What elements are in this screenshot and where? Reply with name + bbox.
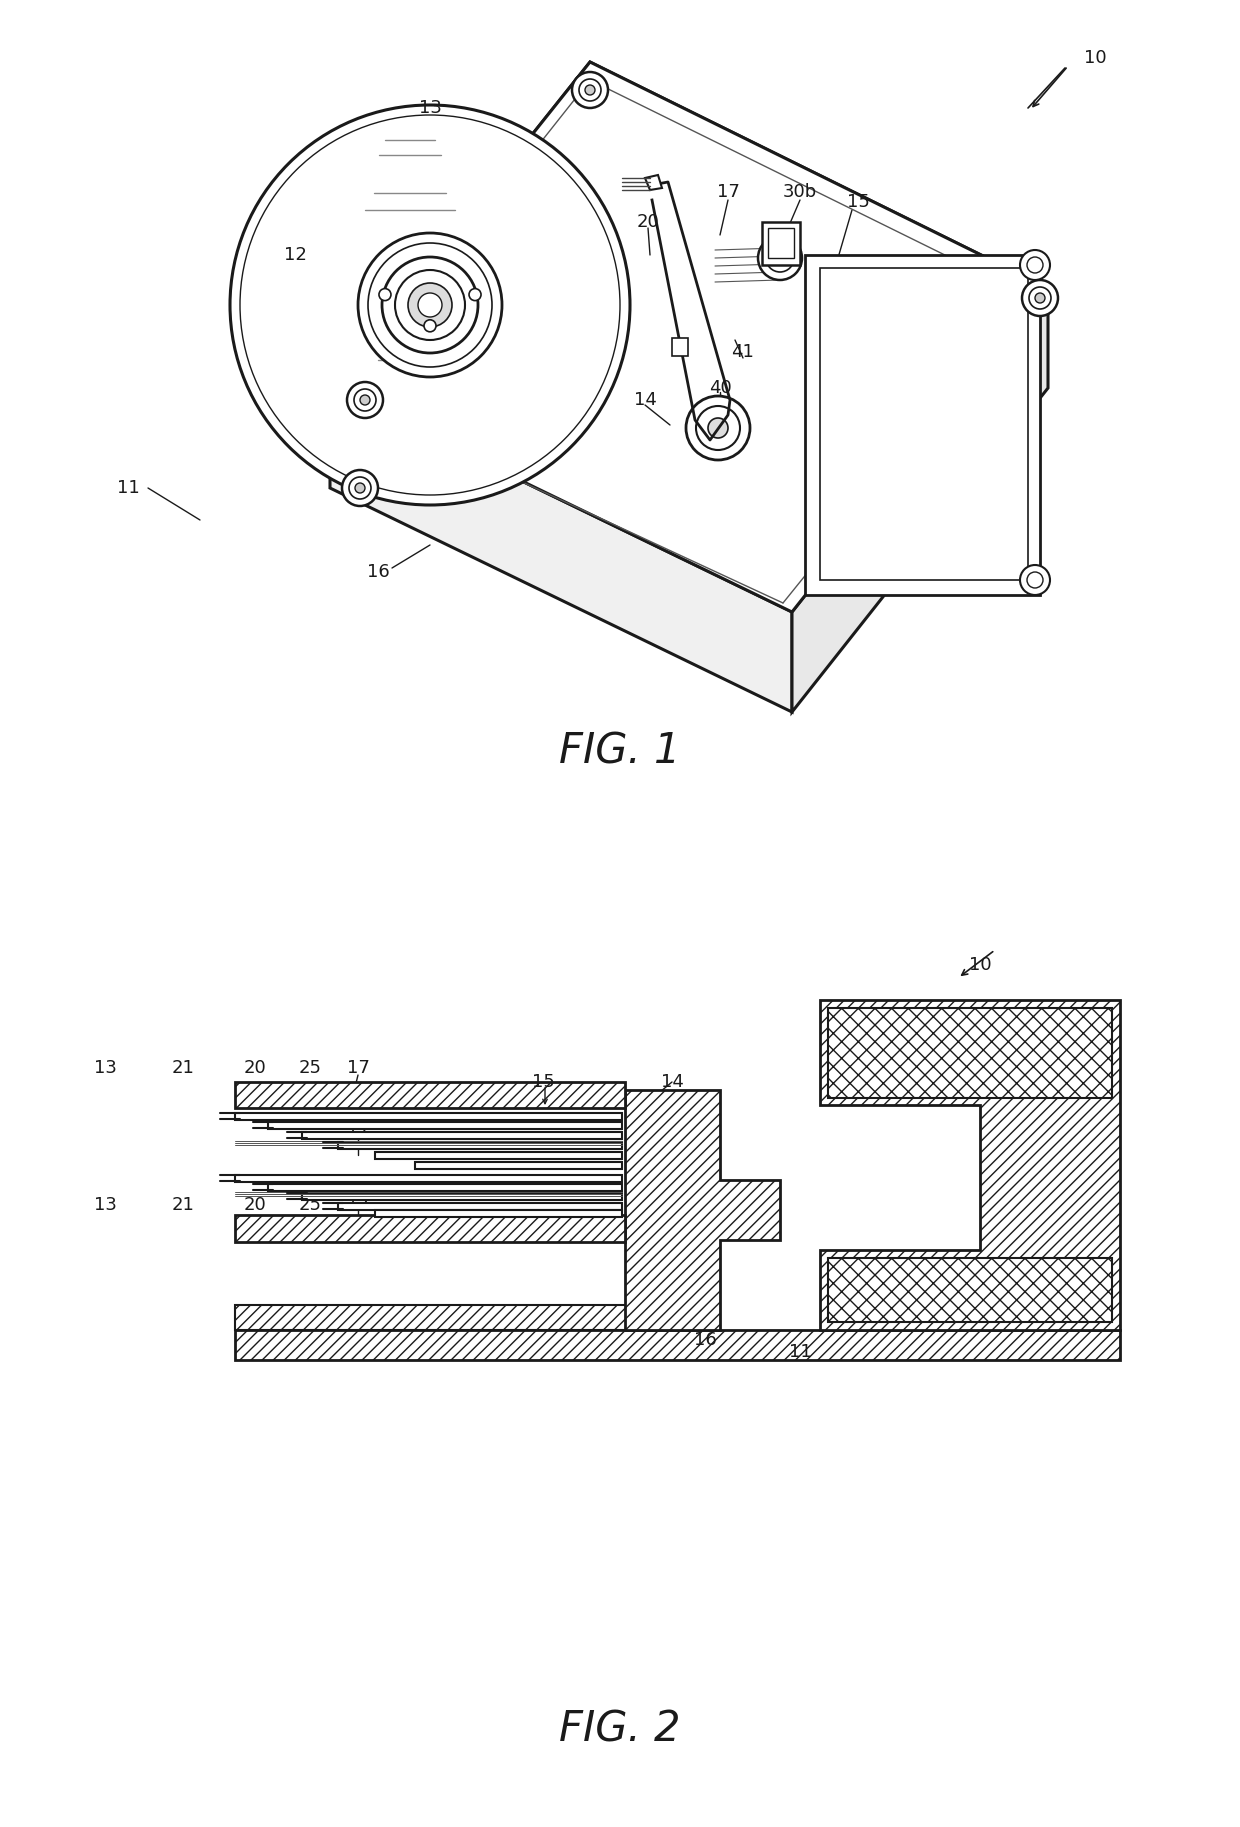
Circle shape (355, 482, 365, 493)
Circle shape (353, 389, 376, 411)
Circle shape (1029, 287, 1052, 309)
Polygon shape (645, 175, 662, 190)
Polygon shape (672, 338, 688, 356)
Polygon shape (820, 999, 1120, 1330)
Polygon shape (805, 256, 1040, 596)
Text: 21: 21 (171, 1197, 195, 1213)
Text: 17: 17 (346, 1060, 370, 1076)
Text: FIG. 1: FIG. 1 (559, 731, 681, 773)
Polygon shape (374, 1209, 622, 1217)
Text: 21: 21 (171, 1060, 195, 1076)
Text: 17: 17 (717, 183, 739, 201)
Text: 20: 20 (243, 1060, 267, 1076)
Circle shape (579, 79, 601, 100)
Circle shape (347, 382, 383, 418)
Text: 13: 13 (93, 1060, 117, 1076)
Text: 10: 10 (1084, 49, 1106, 68)
Polygon shape (828, 1259, 1112, 1323)
Circle shape (1027, 572, 1043, 588)
Circle shape (572, 71, 608, 108)
Circle shape (1021, 250, 1050, 280)
Circle shape (708, 418, 728, 438)
Polygon shape (236, 1082, 625, 1107)
Text: 13: 13 (93, 1197, 117, 1213)
Polygon shape (236, 1304, 640, 1330)
Text: 20: 20 (636, 214, 660, 230)
Text: 14: 14 (661, 1072, 683, 1091)
Text: FIG. 2: FIG. 2 (559, 1708, 681, 1750)
Polygon shape (792, 289, 1048, 713)
Text: 17: 17 (346, 1122, 370, 1138)
Polygon shape (303, 1133, 622, 1138)
Circle shape (696, 406, 740, 449)
Circle shape (774, 252, 786, 263)
Circle shape (758, 236, 802, 280)
Circle shape (348, 477, 371, 499)
Text: 40: 40 (708, 378, 732, 396)
Text: 17: 17 (346, 1197, 370, 1213)
Circle shape (358, 234, 502, 376)
Circle shape (585, 86, 595, 95)
Circle shape (379, 289, 391, 301)
Text: 41: 41 (732, 343, 754, 362)
Polygon shape (339, 1142, 622, 1149)
Text: 30b: 30b (782, 183, 817, 201)
Text: 15: 15 (847, 194, 869, 210)
Text: 11: 11 (117, 479, 139, 497)
Polygon shape (236, 1113, 622, 1120)
Text: 11: 11 (789, 1343, 811, 1361)
Polygon shape (330, 62, 1048, 612)
Polygon shape (374, 1153, 622, 1158)
Text: 16: 16 (367, 563, 389, 581)
Circle shape (229, 104, 630, 504)
Circle shape (382, 258, 477, 353)
Circle shape (1022, 280, 1058, 316)
Circle shape (418, 292, 441, 318)
Circle shape (469, 289, 481, 301)
Circle shape (408, 283, 453, 327)
Circle shape (360, 395, 370, 406)
Circle shape (424, 320, 436, 333)
Circle shape (241, 115, 620, 495)
Polygon shape (236, 1175, 622, 1182)
Polygon shape (330, 62, 1048, 612)
Polygon shape (763, 223, 800, 265)
Circle shape (686, 396, 750, 460)
Polygon shape (625, 1091, 780, 1330)
Text: 15: 15 (532, 1072, 554, 1091)
Text: 20: 20 (243, 1197, 267, 1213)
Polygon shape (268, 1184, 622, 1191)
Polygon shape (330, 387, 792, 713)
Circle shape (766, 245, 794, 272)
Polygon shape (303, 1193, 622, 1200)
Circle shape (1035, 292, 1045, 303)
Text: 25: 25 (299, 1060, 321, 1076)
Polygon shape (415, 1162, 622, 1169)
Text: 10: 10 (968, 956, 991, 974)
Text: 13: 13 (419, 99, 441, 117)
Circle shape (368, 243, 492, 367)
Text: 12: 12 (284, 247, 306, 263)
Text: 14: 14 (634, 391, 656, 409)
Polygon shape (339, 1202, 622, 1209)
Circle shape (342, 470, 378, 506)
Circle shape (1021, 565, 1050, 596)
Polygon shape (768, 228, 794, 258)
Polygon shape (820, 269, 1028, 579)
Polygon shape (236, 1330, 1120, 1359)
Circle shape (1027, 258, 1043, 272)
Polygon shape (236, 1215, 625, 1242)
Text: 25: 25 (299, 1197, 321, 1213)
Circle shape (396, 270, 465, 340)
Polygon shape (268, 1122, 622, 1129)
Text: 16: 16 (693, 1332, 717, 1348)
Polygon shape (828, 1009, 1112, 1098)
